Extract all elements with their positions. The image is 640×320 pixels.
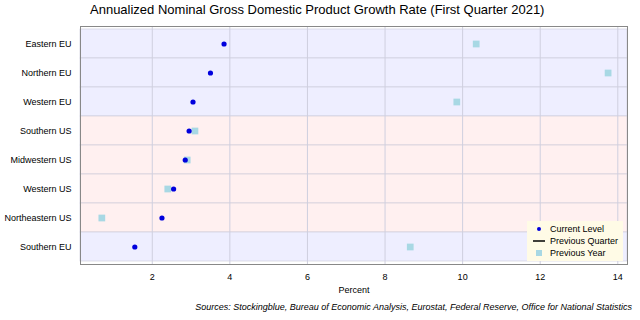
html-text:Previous Year: Previous Year — [550, 248, 606, 258]
svg-text:12: 12 — [535, 272, 545, 282]
svg-text:8: 8 — [383, 272, 388, 282]
svg-text:6: 6 — [305, 272, 310, 282]
svg-text:Midwestern US: Midwestern US — [10, 155, 71, 165]
svg-text:Northern EU: Northern EU — [21, 68, 71, 78]
svg-text:Northeastern US: Northeastern US — [4, 213, 71, 223]
html-text:Previous Quarter: Previous Quarter — [550, 236, 618, 246]
svg-text:10: 10 — [458, 272, 468, 282]
html-text:Current Level: Current Level — [550, 224, 604, 234]
html-text:Annualized Nominal Gross Domes: Annualized Nominal Gross Domestic Produc… — [90, 2, 545, 17]
svg-text:Western US: Western US — [23, 184, 71, 194]
svg-text:Southern EU: Southern EU — [20, 242, 72, 252]
svg-text:14: 14 — [613, 272, 623, 282]
html-text:Sources: Stockingblue, Bureau: Sources: Stockingblue, Bureau of Economi… — [195, 302, 632, 312]
svg-text:Percent: Percent — [338, 285, 370, 295]
svg-text:Western EU: Western EU — [23, 97, 71, 107]
svg-text:Southern US: Southern US — [20, 126, 72, 136]
svg-text:Eastern EU: Eastern EU — [25, 39, 71, 49]
svg-text:2: 2 — [150, 272, 155, 282]
svg-text:4: 4 — [227, 272, 232, 282]
